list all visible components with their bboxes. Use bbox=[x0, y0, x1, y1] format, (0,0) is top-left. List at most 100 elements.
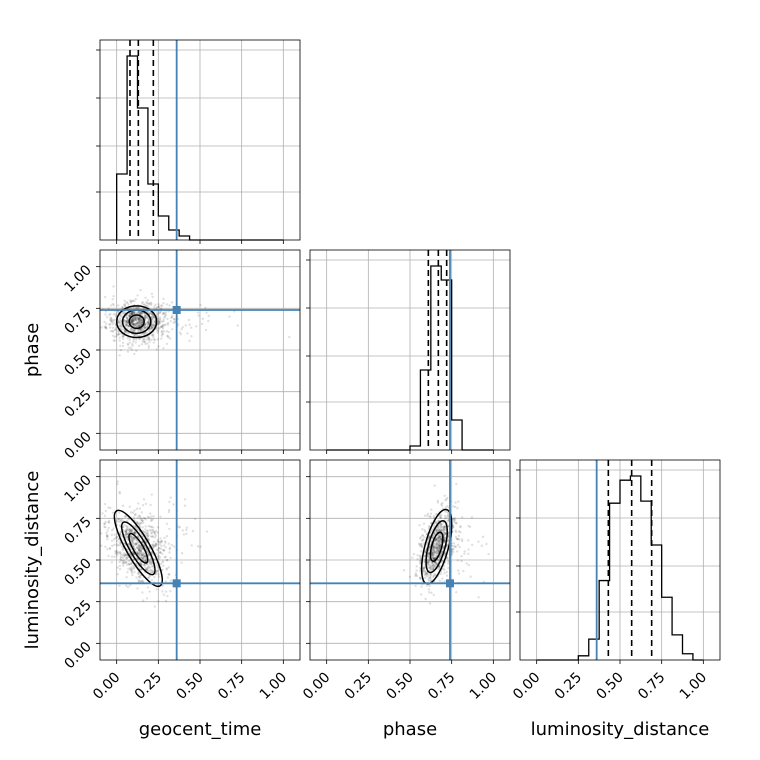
scatter-point bbox=[125, 553, 129, 557]
scatter-point bbox=[412, 553, 416, 556]
scatter-point bbox=[140, 343, 144, 346]
scatter-point bbox=[136, 541, 139, 545]
scatter-point bbox=[145, 326, 148, 329]
scatter-point bbox=[180, 561, 183, 564]
scatter-point bbox=[152, 515, 155, 518]
scatter-point bbox=[141, 591, 144, 594]
scatter-point bbox=[431, 563, 435, 567]
scatter-point bbox=[425, 542, 429, 545]
scatter-point bbox=[132, 329, 135, 333]
scatter-point bbox=[130, 538, 134, 542]
scatter-point bbox=[129, 320, 133, 323]
scatter-point bbox=[149, 303, 152, 307]
scatter-point bbox=[130, 307, 133, 310]
scatter-point bbox=[457, 569, 460, 572]
scatter-point bbox=[138, 324, 141, 328]
scatter-point bbox=[139, 545, 142, 548]
scatter-point bbox=[429, 569, 432, 572]
scatter-point bbox=[146, 568, 149, 571]
scatter-point bbox=[132, 536, 136, 540]
scatter-point bbox=[137, 548, 141, 551]
scatter-point bbox=[438, 514, 441, 518]
scatter-point bbox=[161, 568, 164, 571]
scatter-point bbox=[426, 584, 429, 588]
scatter-point bbox=[186, 332, 189, 335]
scatter-point bbox=[110, 539, 114, 542]
scatter-point bbox=[147, 336, 151, 339]
panel-frame bbox=[309, 249, 511, 451]
scatter-point bbox=[424, 574, 427, 577]
scatter-point bbox=[162, 330, 166, 333]
scatter-point bbox=[426, 563, 429, 566]
scatter-point bbox=[137, 546, 141, 549]
scatter-point bbox=[118, 321, 121, 324]
scatter-point bbox=[429, 515, 432, 519]
scatter-point bbox=[142, 554, 145, 557]
scatter-point bbox=[146, 335, 149, 339]
scatter-point bbox=[437, 544, 440, 547]
scatter-point bbox=[164, 599, 168, 603]
scatter-point bbox=[418, 524, 421, 527]
scatter-point bbox=[443, 580, 447, 583]
scatter-point bbox=[123, 515, 127, 519]
scatter-point bbox=[432, 574, 435, 577]
scatter-point bbox=[121, 341, 125, 345]
scatter-point bbox=[172, 321, 175, 324]
scatter-point bbox=[148, 560, 152, 564]
scatter-point bbox=[433, 565, 437, 568]
scatter-point bbox=[419, 569, 422, 573]
scatter-point bbox=[152, 333, 155, 336]
scatter-point bbox=[130, 571, 134, 575]
scatter-point bbox=[136, 322, 140, 325]
scatter-point bbox=[207, 314, 210, 318]
scatter-point bbox=[173, 321, 177, 324]
scatter-point bbox=[117, 333, 120, 336]
scatter-point bbox=[168, 546, 172, 550]
scatter-point bbox=[425, 572, 428, 575]
scatter-point bbox=[121, 306, 125, 309]
scatter-point bbox=[136, 316, 140, 320]
scatter-point bbox=[115, 536, 118, 539]
scatter-point bbox=[139, 318, 143, 322]
scatter-point bbox=[480, 544, 484, 547]
scatter-point bbox=[429, 579, 433, 582]
scatter-point bbox=[454, 545, 458, 548]
scatter-point bbox=[438, 543, 441, 546]
scatter-point bbox=[168, 508, 171, 512]
scatter-point bbox=[131, 316, 135, 319]
scatter-point bbox=[140, 318, 143, 322]
scatter-point bbox=[141, 337, 145, 341]
scatter-point bbox=[162, 593, 166, 596]
scatter-point bbox=[445, 570, 448, 574]
scatter-point bbox=[116, 544, 119, 547]
scatter-point bbox=[162, 319, 165, 323]
scatter-point bbox=[135, 521, 138, 524]
scatter-point bbox=[160, 325, 163, 329]
scatter-point bbox=[153, 605, 157, 608]
scatter-point bbox=[147, 566, 150, 569]
scatter-point bbox=[427, 566, 430, 570]
scatter-point bbox=[136, 325, 139, 329]
scatter-point bbox=[139, 312, 143, 315]
scatter-point bbox=[189, 326, 193, 329]
scatter-point bbox=[436, 549, 440, 552]
scatter-point bbox=[121, 504, 125, 508]
scatter-point bbox=[151, 543, 154, 547]
scatter-point bbox=[433, 484, 436, 487]
scatter-point bbox=[156, 338, 160, 341]
scatter-point bbox=[119, 519, 122, 523]
scatter-point bbox=[426, 558, 430, 562]
scatter-point bbox=[142, 521, 145, 524]
scatter-point bbox=[433, 572, 436, 576]
scatter-point bbox=[108, 546, 112, 550]
scatter-point bbox=[127, 563, 131, 566]
scatter-point bbox=[469, 575, 472, 578]
scatter-point bbox=[454, 505, 457, 509]
scatter-point bbox=[130, 320, 134, 324]
scatter-point bbox=[428, 546, 431, 549]
ytick-label: 1.00 bbox=[61, 472, 94, 505]
scatter-point bbox=[109, 312, 112, 316]
scatter-point bbox=[113, 339, 117, 342]
scatter-point bbox=[444, 551, 447, 555]
scatter-point bbox=[152, 540, 156, 543]
